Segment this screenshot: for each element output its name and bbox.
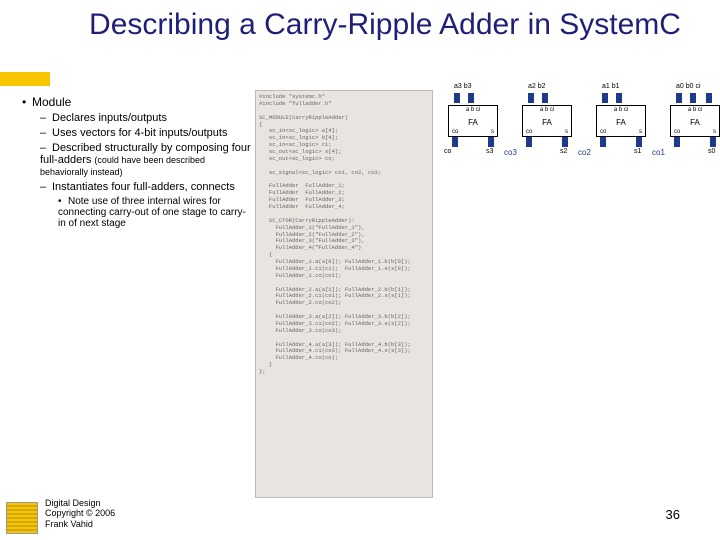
diagram-wire bbox=[674, 137, 680, 147]
diagram-wire bbox=[706, 93, 712, 103]
diagram-s-label: s2 bbox=[560, 148, 567, 155]
fa-label: FA bbox=[671, 118, 719, 127]
diagram-top-label: a3 b3 bbox=[454, 83, 472, 90]
diagram-wire bbox=[602, 93, 608, 103]
fa-ports-top: a b ci bbox=[597, 107, 645, 113]
diagram-wire bbox=[710, 137, 716, 147]
full-adder-box: a b ci FA cos bbox=[522, 105, 572, 137]
footer-line: Frank Vahid bbox=[45, 519, 115, 530]
diagram-wire bbox=[452, 137, 458, 147]
diagram-wire bbox=[636, 137, 642, 147]
bullet-text: Note use of three internal wires for con… bbox=[58, 196, 246, 229]
bullet-l2: –Described structurally by composing fou… bbox=[40, 142, 252, 178]
diagram-top-label: a0 b0 ci bbox=[676, 83, 701, 90]
bullet-text: Uses vectors for 4-bit inputs/outputs bbox=[52, 127, 227, 139]
fa-label: FA bbox=[523, 118, 571, 127]
fa-ports-top: a b ci bbox=[449, 107, 497, 113]
diagram-wire bbox=[690, 93, 696, 103]
bullet-text: Instantiates four full-adders, connects bbox=[52, 181, 235, 193]
diagram-wire bbox=[528, 93, 534, 103]
diagram-s-label: s0 bbox=[708, 148, 715, 155]
fa-label: FA bbox=[597, 118, 645, 127]
diagram-top-label: a1 b1 bbox=[602, 83, 620, 90]
diagram-s-label: s3 bbox=[486, 148, 493, 155]
bullet-l2: –Declares inputs/outputs bbox=[40, 112, 252, 124]
diagram-s-label: s1 bbox=[634, 148, 641, 155]
diagram-wire bbox=[562, 137, 568, 147]
fa-ports-bot: cos bbox=[523, 129, 571, 135]
diagram-wire bbox=[488, 137, 494, 147]
fa-ports-bot: cos bbox=[449, 129, 497, 135]
footer: Digital Design Copyright © 2006 Frank Va… bbox=[45, 498, 115, 530]
diagram-carry-label: co1 bbox=[652, 148, 665, 157]
diagram-wire bbox=[616, 93, 622, 103]
diagram-wire bbox=[676, 93, 682, 103]
fa-ports-bot: cos bbox=[597, 129, 645, 135]
diagram-wire bbox=[600, 137, 606, 147]
diagram-wire bbox=[454, 93, 460, 103]
fa-label: FA bbox=[449, 118, 497, 127]
fa-ports-bot: cos bbox=[671, 129, 719, 135]
diagram-wire bbox=[468, 93, 474, 103]
fa-ports-top: a b ci bbox=[671, 107, 719, 113]
bullet-l1: •Module bbox=[22, 95, 252, 109]
corner-decoration bbox=[6, 502, 38, 534]
bullet-text: Declares inputs/outputs bbox=[52, 112, 167, 124]
adder-diagram: a3 b3 a b ci FA cos s3 co a2 b2 a b ci FA … bbox=[430, 85, 715, 205]
diagram-carry-label: co3 bbox=[504, 148, 517, 157]
footer-line: Digital Design bbox=[45, 498, 115, 509]
full-adder-box: a b ci FA cos bbox=[670, 105, 720, 137]
full-adder-box: a b ci FA cos bbox=[596, 105, 646, 137]
diagram-top-label: a2 b2 bbox=[528, 83, 546, 90]
diagram-carry-label: co2 bbox=[578, 148, 591, 157]
bullet-l2: –Uses vectors for 4-bit inputs/outputs bbox=[40, 127, 252, 139]
code-listing: #include "systemc.h" #include "fulladder… bbox=[255, 90, 433, 498]
bullet-l2: –Instantiates four full-adders, connects bbox=[40, 181, 252, 193]
accent-bar bbox=[0, 72, 50, 86]
diagram-co-label: co bbox=[444, 148, 451, 155]
footer-line: Copyright © 2006 bbox=[45, 508, 115, 519]
bullet-l3: •Note use of three internal wires for co… bbox=[58, 196, 252, 229]
fa-ports-top: a b ci bbox=[523, 107, 571, 113]
diagram-wire bbox=[526, 137, 532, 147]
slide-title: Describing a Carry-Ripple Adder in Syste… bbox=[70, 8, 700, 41]
diagram-wire bbox=[542, 93, 548, 103]
full-adder-box: a b ci FA cos bbox=[448, 105, 498, 137]
bullet-list: •Module –Declares inputs/outputs –Uses v… bbox=[22, 95, 252, 232]
page-number: 36 bbox=[666, 507, 680, 522]
bullet-text: Module bbox=[32, 95, 71, 109]
